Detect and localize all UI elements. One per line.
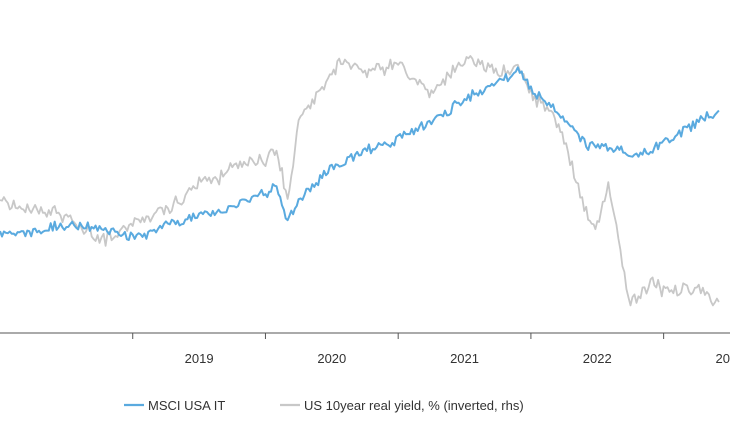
series-line-msci-usa-it (0, 66, 720, 241)
x-tick-label: 2023 (716, 351, 730, 366)
legend-label-msci-usa-it: MSCI USA IT (148, 398, 225, 413)
x-tick-label: 2020 (317, 351, 346, 366)
x-tick-label: 2021 (450, 351, 479, 366)
legend-label-us-real-yield: US 10year real yield, % (inverted, rhs) (304, 398, 524, 413)
series-line-us-real-yield (0, 55, 720, 307)
legend: MSCI USA IT US 10year real yield, % (inv… (124, 398, 524, 413)
x-tick-label: 2022 (583, 351, 612, 366)
x-tick-label: 2019 (185, 351, 214, 366)
plot-area (0, 55, 720, 307)
x-axis-ticks: 2019 2020 2021 2022 2023 (132, 333, 730, 366)
